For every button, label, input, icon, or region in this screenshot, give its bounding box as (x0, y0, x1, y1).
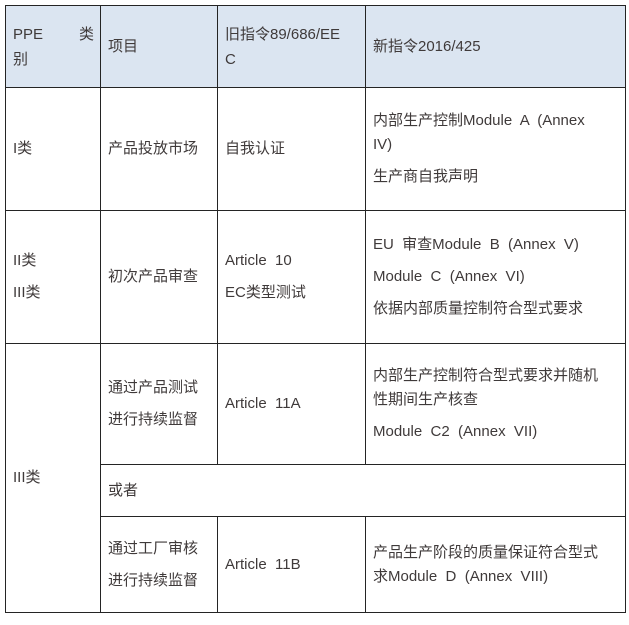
old-directive-text: EC类型测试 (225, 284, 306, 301)
old-directive-text: Article 11A (225, 395, 301, 412)
header-ppe-line1: PPE 类 (13, 22, 94, 47)
row-class-2-3: II类 III类 初次产品审查 Article 10 EC类型测试 EU 审查M… (5, 210, 626, 344)
row-class-3-option-a: III类 通过产品测试 进行持续监督 Article 11A 内部生产控制符合型… (5, 343, 626, 613)
header-ppe-line2: 别 (13, 50, 29, 68)
new-directive-text: 内部生产控制符合型式要求并随机 性期间生产核查 (373, 367, 599, 408)
header-row: PPE 类 别 项目 旧指令89/686/EE C 新指令2016/425 (5, 5, 626, 88)
category-label: III类 (13, 469, 41, 486)
category-label: I类 (13, 140, 33, 157)
item-label: 通过产品测试 (108, 379, 199, 396)
new-directive-text: 生产商自我声明 (373, 168, 479, 185)
header-item-label: 项目 (108, 38, 139, 55)
new-directive-text: Module C2 (Annex VII) (373, 423, 538, 440)
item-label: 进行持续监督 (108, 571, 199, 589)
header-category-char: 类 (78, 25, 94, 43)
cell-item-class3-b: 通过工厂审核 进行持续监督 (100, 516, 218, 613)
cell-item-class1: 产品投放市场 (100, 87, 218, 211)
category-label: III类 (13, 284, 41, 301)
cell-category-class2-3: II类 III类 (5, 210, 101, 344)
item-label: 产品投放市场 (108, 140, 199, 157)
old-directive-text: 自我认证 (225, 140, 286, 157)
header-ppe-text: PPE (13, 25, 44, 43)
cell-old-class3-a: Article 11A (217, 343, 366, 465)
cell-category-class1: I类 (5, 87, 101, 211)
cell-old-class3-b: Article 11B (217, 516, 366, 613)
cell-new-class1: 内部生产控制Module A (Annex IV) 生产商自我声明 (365, 87, 626, 211)
cell-item-class3-a: 通过产品测试 进行持续监督 (100, 343, 218, 465)
new-directive-text: 产品生产阶段的质量保证符合型式 求Module D (Annex VIII) (373, 543, 599, 585)
cell-old-class1: 自我认证 (217, 87, 366, 211)
header-cell-item: 项目 (100, 5, 218, 88)
row-class-3-option-b: 通过工厂审核 进行持续监督 Article 11B 产品生产阶段的质量保证符合型… (6, 516, 626, 613)
header-new-directive-label: 新指令2016/425 (373, 38, 481, 55)
cell-new-class3-a: 内部生产控制符合型式要求并随机 性期间生产核查 Module C2 (Annex… (365, 343, 626, 465)
header-cell-new-directive: 新指令2016/425 (365, 5, 626, 88)
new-directive-text: EU 审查Module B (Annex V) (373, 236, 579, 253)
header-old-directive-label: 旧指令89/686/EE C (225, 25, 341, 68)
cell-new-class2-3: EU 审查Module B (Annex V) Module C (Annex … (365, 210, 626, 344)
old-directive-text: Article 11B (225, 555, 301, 573)
ppe-directive-comparison-table: PPE 类 别 项目 旧指令89/686/EE C 新指令2016/425 I类… (5, 5, 626, 613)
new-directive-text: Module C (Annex VI) (373, 268, 525, 285)
header-cell-ppe-category: PPE 类 别 (5, 5, 101, 88)
new-directive-text: 依据内部质量控制符合型式要求 (373, 300, 584, 317)
category-label: II类 (13, 252, 37, 269)
cell-category-class3: III类 (5, 343, 101, 613)
item-label: 通过工厂审核 (108, 539, 199, 557)
row-class-1: I类 产品投放市场 自我认证 内部生产控制Module A (Annex IV)… (5, 87, 626, 211)
cell-item-class2-3: 初次产品审查 (100, 210, 218, 344)
old-directive-text: Article 10 (225, 252, 292, 269)
cell-new-class3-b: 产品生产阶段的质量保证符合型式 求Module D (Annex VIII) (365, 516, 626, 613)
header-cell-old-directive: 旧指令89/686/EE C (217, 5, 366, 88)
cell-old-class2-3: Article 10 EC类型测试 (217, 210, 366, 344)
row-or-separator: 或者 (6, 464, 626, 517)
or-label: 或者 (108, 481, 139, 499)
new-directive-text: 内部生产控制Module A (Annex IV) (373, 112, 585, 153)
cell-or: 或者 (100, 464, 626, 517)
item-label: 初次产品审查 (108, 268, 199, 285)
item-label: 进行持续监督 (108, 411, 199, 428)
